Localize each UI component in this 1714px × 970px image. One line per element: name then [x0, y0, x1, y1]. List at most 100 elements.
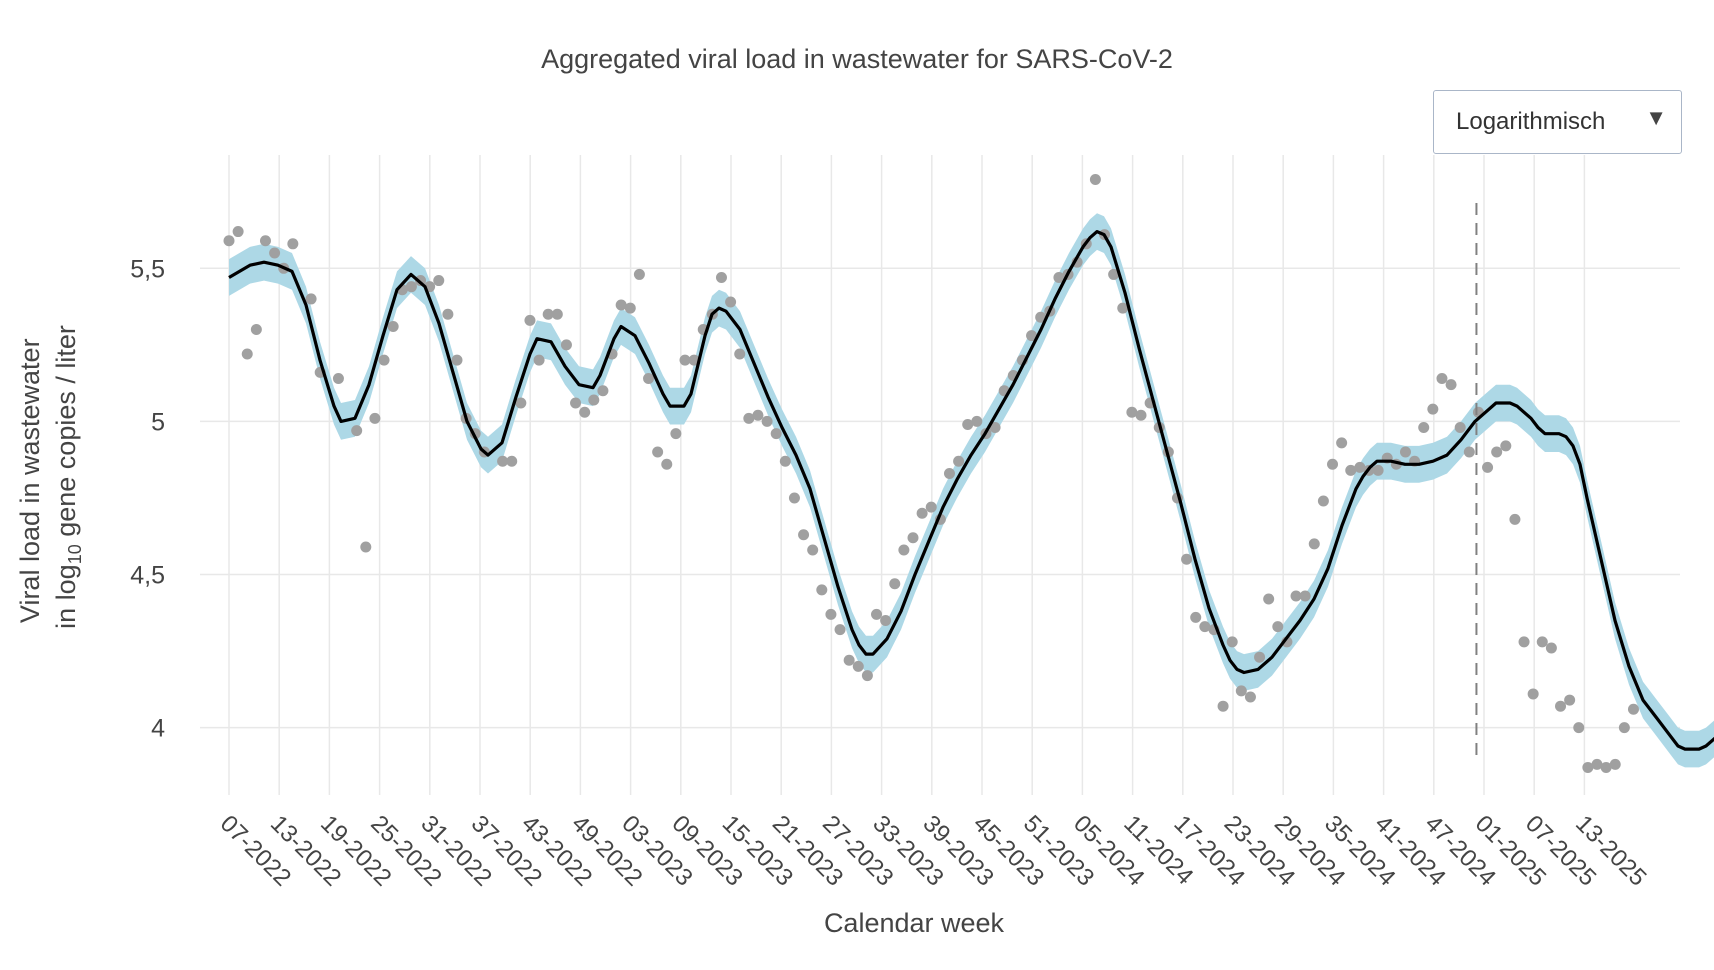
observation-point	[1482, 461, 1494, 473]
observation-point	[880, 614, 892, 626]
observation-point	[1327, 458, 1339, 470]
observation-point	[1582, 761, 1594, 773]
observation-point	[1235, 685, 1247, 697]
observation-point	[1181, 553, 1193, 565]
grid-lines	[200, 155, 1680, 795]
y-axis-title-line2-pre: in log	[51, 564, 81, 629]
observation-point	[834, 624, 846, 636]
observation-point	[1463, 446, 1475, 458]
observation-point	[223, 235, 235, 247]
observation-point	[962, 418, 974, 430]
observation-point	[679, 354, 691, 366]
observation-point	[570, 397, 582, 409]
observation-point	[1573, 722, 1585, 734]
observation-point	[1627, 703, 1639, 715]
y-axis-title: Viral load in wastewater in log10 gene c…	[15, 325, 85, 629]
observation-point	[752, 409, 764, 421]
observation-point	[1035, 311, 1047, 323]
observation-point	[661, 458, 673, 470]
observation-point	[1555, 700, 1567, 712]
observation-point	[560, 339, 572, 351]
observation-point	[1026, 330, 1038, 342]
observation-point	[1299, 590, 1311, 602]
observation-point	[515, 397, 527, 409]
y-tick-labels: 4 4,5 5 5,5	[130, 255, 165, 742]
observation-point	[1190, 611, 1202, 623]
observation-point	[761, 415, 773, 427]
observation-point	[1500, 440, 1512, 452]
observation-point	[916, 507, 928, 519]
observation-point	[1454, 422, 1466, 434]
observation-point	[907, 532, 919, 544]
observation-point	[1217, 700, 1229, 712]
observation-point	[624, 302, 636, 314]
chevron-down-icon: ▼	[1645, 105, 1667, 130]
observation-point	[1618, 722, 1630, 734]
observation-point	[551, 308, 563, 320]
observation-point	[351, 425, 363, 437]
observation-point	[1600, 761, 1612, 773]
x-tick-labels: 07-202213-202219-202225-202231-202237-20…	[215, 810, 1652, 891]
observation-point	[305, 293, 317, 305]
observation-point	[588, 394, 600, 406]
observation-point	[1509, 513, 1521, 525]
chart-title: Aggregated viral load in wastewater for …	[541, 44, 1173, 74]
y-tick-label: 5,5	[130, 255, 165, 283]
observation-point	[1272, 621, 1284, 633]
observation-point	[433, 275, 445, 287]
observation-point	[524, 314, 536, 326]
observation-point	[816, 584, 828, 596]
observation-point	[378, 354, 390, 366]
observation-point	[1491, 446, 1503, 458]
observation-point	[1354, 461, 1366, 473]
observation-point	[241, 348, 253, 360]
observation-point	[971, 415, 983, 427]
observation-point	[898, 544, 910, 556]
observation-point	[1399, 446, 1411, 458]
y-axis-title-line2-sub: 10	[65, 544, 85, 564]
observation-point	[889, 578, 901, 590]
observation-point	[743, 412, 755, 424]
observation-point	[1591, 758, 1603, 770]
observation-point	[1108, 268, 1120, 280]
observation-point	[1135, 409, 1147, 421]
observation-point	[1244, 691, 1256, 703]
observation-point	[1427, 403, 1439, 415]
observation-point	[1436, 373, 1448, 385]
observation-point	[652, 446, 664, 458]
observation-point	[287, 238, 299, 250]
observation-point	[1545, 642, 1557, 654]
observation-point	[232, 226, 244, 238]
observation-point	[615, 299, 627, 311]
observation-point	[643, 373, 655, 385]
observation-point	[1609, 758, 1621, 770]
observation-point	[387, 320, 399, 332]
observation-point	[1290, 590, 1302, 602]
observation-point	[734, 348, 746, 360]
observation-point	[442, 308, 454, 320]
observation-point	[798, 529, 810, 541]
observation-point	[871, 608, 883, 620]
observation-point	[1089, 173, 1101, 185]
observation-point	[670, 428, 682, 440]
observation-point	[1117, 302, 1129, 314]
observation-point	[725, 296, 737, 308]
observation-point	[405, 281, 417, 293]
observation-point	[269, 247, 281, 259]
y-tick-label: 4	[151, 715, 165, 743]
observation-point	[1263, 593, 1275, 605]
observation-point	[943, 467, 955, 479]
observation-point	[779, 455, 791, 467]
x-axis-title: Calendar week	[824, 908, 1005, 938]
observation-point	[250, 324, 262, 336]
y-axis-title-line1: Viral load in wastewater	[15, 338, 45, 623]
observation-point	[1317, 495, 1329, 507]
observation-point	[953, 455, 965, 467]
observation-point	[1126, 406, 1138, 418]
observation-point	[1254, 651, 1266, 663]
observation-point	[533, 354, 545, 366]
observation-point	[788, 492, 800, 504]
observation-point	[1336, 437, 1348, 449]
scale-dropdown[interactable]: Logarithmisch ▼	[1433, 90, 1682, 154]
observation-point	[497, 455, 509, 467]
